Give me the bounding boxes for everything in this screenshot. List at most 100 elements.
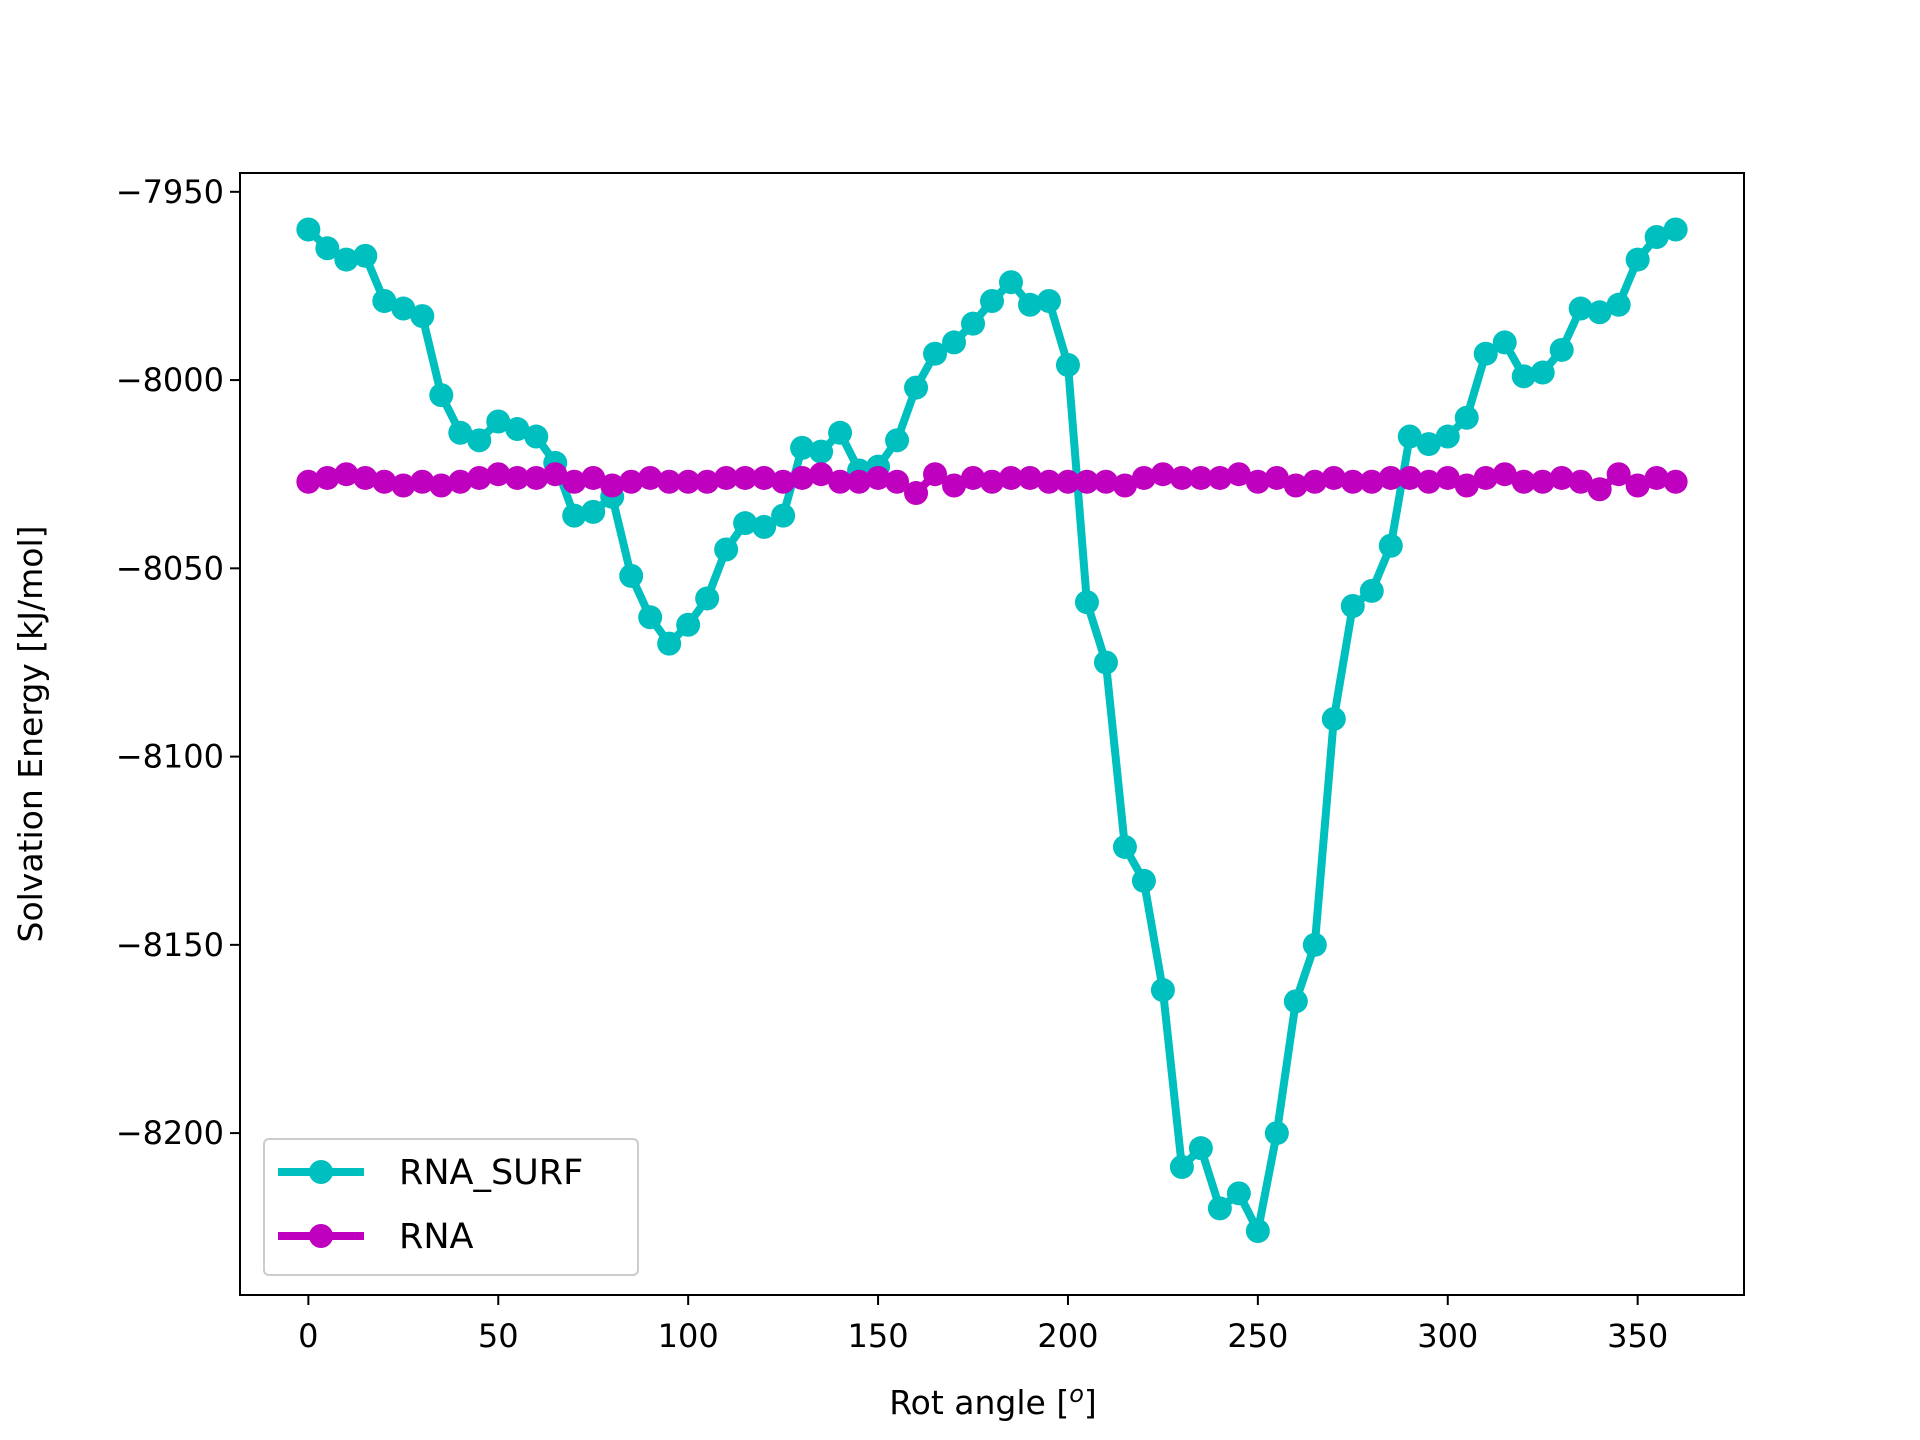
legend-marker-rna-surf (309, 1160, 333, 1184)
x-tick-label: 0 (298, 1317, 318, 1355)
data-point-rna-surf (1321, 706, 1346, 731)
data-point-rna (809, 462, 834, 487)
data-point-rna (1473, 465, 1498, 490)
data-point-rna-surf (429, 383, 454, 408)
data-point-rna (1226, 462, 1251, 487)
data-point-rna (980, 469, 1004, 494)
data-point-rna (1207, 465, 1232, 490)
data-point-rna (771, 469, 796, 494)
data-point-rna (619, 469, 644, 494)
data-point-rna (1074, 469, 1099, 494)
axes-frame (239, 172, 1745, 1296)
data-point-rna (505, 465, 530, 490)
data-point-rna-surf (1283, 989, 1308, 1014)
y-tick-label: −8100 (116, 738, 224, 776)
data-point-rna-surf (1207, 1196, 1232, 1221)
data-point-rna (1378, 465, 1403, 490)
data-point-rna-surf (771, 503, 796, 528)
data-point-rna-surf (1454, 405, 1479, 430)
data-point-rna-surf (638, 605, 663, 630)
data-point-rna-surf (885, 428, 910, 453)
data-point-rna (1055, 469, 1080, 494)
data-point-rna (885, 469, 910, 494)
data-point-rna-surf (391, 296, 416, 321)
data-point-rna (600, 473, 625, 498)
data-point-rna-surf (1226, 1181, 1251, 1206)
data-point-rna-surf (1644, 225, 1669, 250)
data-point-rna-surf (714, 537, 739, 562)
data-point-rna (1530, 469, 1555, 494)
data-point-rna (391, 473, 416, 498)
data-point-rna-surf (486, 409, 511, 434)
data-point-rna-surf (334, 247, 359, 272)
y-tick-label: −8050 (116, 549, 224, 587)
data-point-rna (1663, 469, 1688, 494)
legend-label-rna: RNA (399, 1217, 474, 1257)
data-point-rna-surf (1093, 650, 1118, 675)
data-point-rna-surf (1492, 330, 1517, 355)
x-tick-label: 200 (1037, 1317, 1098, 1355)
data-point-rna-surf (1131, 868, 1156, 893)
data-point-rna (657, 469, 682, 494)
data-point-rna (866, 465, 891, 490)
data-point-rna-surf (1663, 217, 1688, 242)
data-point-rna-surf (752, 514, 777, 539)
data-point-rna (1511, 469, 1536, 494)
y-axis-ticks: −7950 −8000 −8050 −8100 −8150 −8200 (116, 173, 240, 1152)
data-point-rna (467, 465, 492, 490)
data-point-rna-surf (296, 217, 321, 242)
data-point-rna (752, 465, 777, 490)
data-point-rna-surf (315, 236, 340, 261)
data-point-rna (1264, 465, 1289, 490)
data-point-rna (1188, 465, 1213, 490)
data-point-rna (524, 465, 549, 490)
data-point-rna-surf (524, 424, 549, 449)
data-point-rna-surf (1112, 834, 1137, 859)
data-point-rna (733, 465, 758, 490)
data-point-rna-surf (790, 435, 815, 460)
data-point-rna (1454, 473, 1479, 498)
data-point-rna (543, 462, 568, 487)
data-point-rna-surf (1606, 292, 1631, 317)
data-point-rna (998, 465, 1023, 490)
data-point-rna (1587, 477, 1612, 502)
y-tick-label: −8200 (116, 1114, 224, 1152)
data-point-rna-surf (1245, 1218, 1270, 1243)
data-point-rna (1036, 469, 1061, 494)
data-point-rna (923, 462, 948, 487)
x-tick-label: 350 (1607, 1317, 1668, 1355)
data-point-rna (296, 469, 321, 494)
data-point-rna-surf (1416, 432, 1441, 457)
data-point-rna-surf (353, 243, 378, 268)
data-point-rna-surf (923, 341, 948, 366)
data-point-rna-surf (372, 289, 397, 314)
data-point-rna-surf (1625, 247, 1650, 272)
data-point-rna-surf (1017, 292, 1042, 317)
data-point-rna-surf (1359, 578, 1384, 603)
y-axis-label: Solvation Energy [kJ/mol] (11, 526, 50, 943)
data-point-rna (1112, 473, 1137, 498)
data-point-rna-surf (980, 289, 1004, 314)
data-point-rna-surf (998, 270, 1023, 295)
data-point-rna-surf (1150, 978, 1175, 1003)
data-point-rna-surf (581, 499, 606, 524)
data-point-rna (1169, 465, 1194, 490)
data-point-rna (1492, 462, 1517, 487)
x-axis-ticks: 0 50 100 150 200 250 300 350 (298, 1295, 1668, 1355)
data-point-rna-surf (1397, 424, 1422, 449)
y-tick-label: −7950 (116, 173, 224, 211)
data-point-rna-surf (904, 375, 929, 400)
data-point-rna-surf (467, 428, 492, 453)
legend-marker-rna (309, 1224, 333, 1248)
data-point-rna (1302, 469, 1327, 494)
data-point-rna (847, 469, 872, 494)
data-point-rna-surf (961, 311, 986, 336)
data-point-rna-surf (1587, 300, 1612, 325)
data-point-rna (1549, 465, 1574, 490)
data-point-rna (581, 465, 606, 490)
data-point-rna (429, 473, 454, 498)
data-point-rna (334, 462, 359, 487)
data-point-rna (714, 465, 739, 490)
data-point-rna (1416, 469, 1441, 494)
data-point-rna (1568, 469, 1593, 494)
